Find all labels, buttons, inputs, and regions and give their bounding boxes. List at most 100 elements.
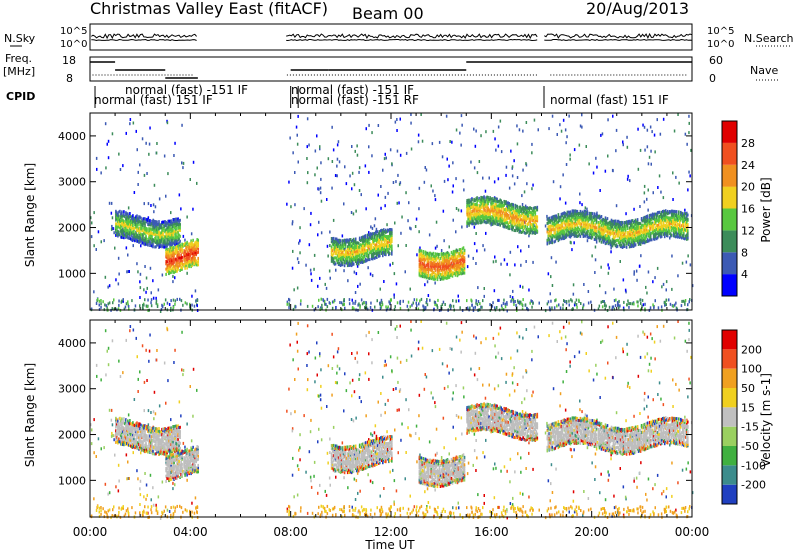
power-band-0 — [151, 238, 153, 242]
power-band-0 — [124, 221, 126, 225]
power-band-5 — [565, 212, 568, 216]
power-band-5 — [595, 213, 598, 216]
power-band-4 — [483, 214, 485, 218]
power-band-4 — [525, 227, 527, 231]
power-band-1 — [175, 249, 177, 253]
power-band-2 — [364, 238, 367, 242]
power-speckle — [155, 296, 157, 300]
power-band-4 — [498, 208, 500, 212]
power-band-0 — [125, 213, 127, 217]
power-band-0 — [124, 224, 126, 228]
power-band-3 — [427, 268, 430, 272]
power-nearrange — [396, 301, 399, 305]
power-speckle — [600, 265, 602, 269]
power-band-3 — [435, 264, 438, 268]
power-band-5 — [660, 223, 663, 227]
power-speckle — [308, 243, 311, 247]
power-band-4 — [468, 198, 470, 202]
power-band-3 — [440, 276, 443, 280]
power-speckle — [309, 223, 312, 227]
power-band-5 — [626, 235, 629, 239]
power-band-0 — [177, 242, 179, 246]
power-band-2 — [388, 244, 390, 248]
noise-ytick-top-right: 10^5 — [707, 26, 734, 37]
power-band-5 — [600, 219, 603, 223]
power-speckle — [319, 186, 322, 190]
power-speckle — [595, 156, 597, 160]
power-band-3 — [447, 259, 450, 263]
power-band-5 — [608, 227, 611, 231]
power-band-1 — [168, 253, 170, 257]
power-band-0 — [178, 226, 180, 230]
power-band-5 — [588, 213, 591, 217]
power-band-0 — [159, 235, 161, 239]
power-band-5 — [564, 223, 567, 227]
power-band-5 — [643, 224, 646, 227]
power-nearrange — [422, 304, 424, 308]
power-band-4 — [510, 204, 512, 208]
power-band-3 — [423, 267, 426, 271]
power-nearrange — [538, 301, 540, 305]
power-band-2 — [389, 252, 391, 256]
power-band-5 — [618, 222, 621, 226]
power-nearrange — [423, 305, 425, 309]
power-band-1 — [176, 261, 178, 265]
power-band-4 — [485, 198, 487, 202]
power-band-1 — [187, 255, 189, 259]
power-band-1 — [194, 256, 196, 260]
power-band-5 — [569, 219, 572, 222]
power-nearrange — [582, 303, 585, 307]
power-band-2 — [391, 231, 393, 235]
power-speckle — [562, 173, 564, 177]
power-band-0 — [119, 226, 121, 230]
power-band-4 — [492, 199, 494, 203]
power-band-5 — [578, 219, 581, 223]
power-nearrange — [98, 299, 101, 303]
power-speckle — [357, 303, 359, 307]
power-band-0 — [166, 238, 168, 242]
power-band-5 — [634, 227, 637, 231]
power-band-1 — [169, 261, 171, 265]
power-band-0 — [124, 229, 126, 233]
power-band-3 — [463, 266, 466, 270]
power-band-1 — [195, 259, 197, 263]
power-band-4 — [474, 213, 476, 216]
power-band-3 — [462, 255, 465, 259]
power-band-5 — [659, 225, 662, 229]
power-band-1 — [171, 259, 173, 263]
power-band-4 — [518, 230, 520, 234]
power-speckle — [505, 165, 508, 169]
power-speckle — [317, 305, 319, 309]
power-band-2 — [380, 234, 382, 238]
power-band-5 — [570, 218, 573, 222]
noise-frame — [89, 23, 693, 51]
power-band-4 — [490, 204, 492, 208]
power-band-5 — [585, 216, 588, 220]
power-band-0 — [148, 233, 150, 237]
power-speckle — [332, 218, 335, 222]
power-band-4 — [513, 220, 515, 224]
power-band-3 — [462, 252, 465, 256]
power-speckle — [347, 279, 349, 283]
power-band-5 — [575, 215, 578, 219]
cpid-panel — [94, 86, 545, 108]
power-band-5 — [629, 224, 632, 228]
power-band-0 — [123, 231, 125, 235]
power-speckle — [380, 185, 382, 188]
power-band-3 — [430, 274, 433, 278]
power-band-2 — [333, 239, 336, 243]
power-speckle — [110, 201, 113, 205]
power-band-0 — [129, 235, 131, 239]
power-band-5 — [639, 229, 642, 233]
power-band-0 — [165, 228, 167, 232]
power-band-2 — [357, 253, 360, 257]
power-band-0 — [116, 233, 118, 237]
power-speckle — [475, 232, 477, 235]
power-band-1 — [192, 251, 194, 255]
power-band-2 — [384, 236, 386, 240]
power-band-1 — [174, 250, 176, 254]
power-band-0 — [144, 222, 146, 226]
power-band-3 — [433, 267, 436, 271]
power-band-0 — [179, 239, 181, 243]
power-band-3 — [432, 277, 435, 281]
